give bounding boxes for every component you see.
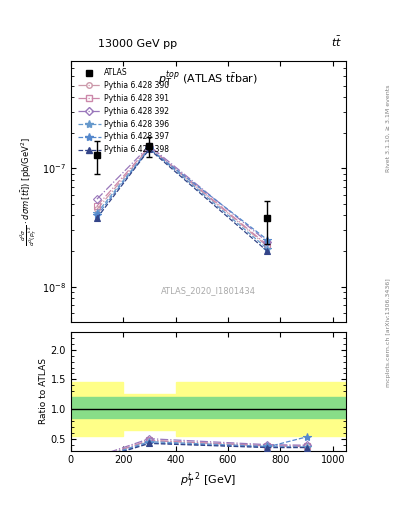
Text: ATLAS_2020_I1801434: ATLAS_2020_I1801434 [161,287,256,295]
Legend: ATLAS, Pythia 6.428 390, Pythia 6.428 391, Pythia 6.428 392, Pythia 6.428 396, P: ATLAS, Pythia 6.428 390, Pythia 6.428 39… [75,65,173,157]
Bar [176,382,346,436]
Bar [71,397,346,418]
Bar [123,394,176,430]
Text: Rivet 3.1.10, ≥ 3.1M events: Rivet 3.1.10, ≥ 3.1M events [386,84,391,172]
Text: $p_T^{top}$ (ATLAS t$\bar{t}$bar): $p_T^{top}$ (ATLAS t$\bar{t}$bar) [158,69,258,89]
Text: $t\bar{t}$: $t\bar{t}$ [331,34,342,49]
Bar [71,382,123,436]
Text: mcplots.cern.ch [arXiv:1306.3436]: mcplots.cern.ch [arXiv:1306.3436] [386,279,391,387]
X-axis label: $p_T^{t,2}$ [GeV]: $p_T^{t,2}$ [GeV] [180,471,237,491]
Text: 13000 GeV pp: 13000 GeV pp [98,38,177,49]
Y-axis label: Ratio to ATLAS: Ratio to ATLAS [39,358,48,424]
Y-axis label: $\frac{d^2\sigma}{d^2(p_T^{t,2}}\cdot d\sigma m\,[t\bar{t}])$ [pb/GeV$^2$]: $\frac{d^2\sigma}{d^2(p_T^{t,2}}\cdot d\… [18,138,39,246]
